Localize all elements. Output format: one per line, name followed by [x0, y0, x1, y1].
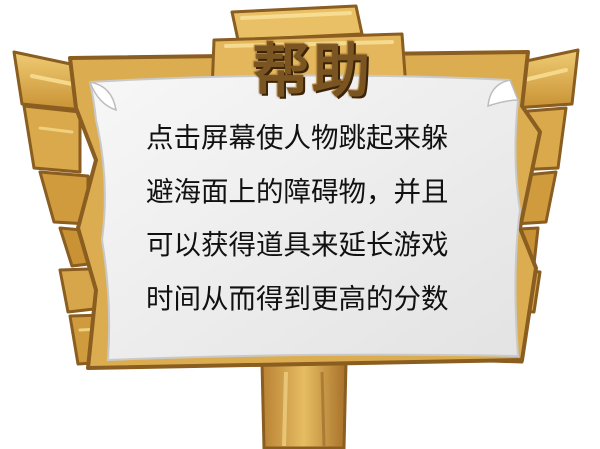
help-description: 点击屏幕使人物跳起来躲 避海面上的障碍物，并且 可以获得道具来延长游戏 时间从而… [146, 112, 476, 326]
help-text-line: 时间从而得到更高的分数 [146, 282, 449, 315]
paper-sheet [88, 74, 522, 362]
help-text-line: 可以获得道具来延长游戏 [146, 229, 449, 261]
help-text-line: 点击屏幕使人物跳起来躲 [146, 122, 449, 154]
post-bottom [260, 360, 348, 449]
help-text-line: 避海面上的障碍物，并且 [146, 175, 449, 208]
help-title: 帮助 [251, 37, 372, 105]
